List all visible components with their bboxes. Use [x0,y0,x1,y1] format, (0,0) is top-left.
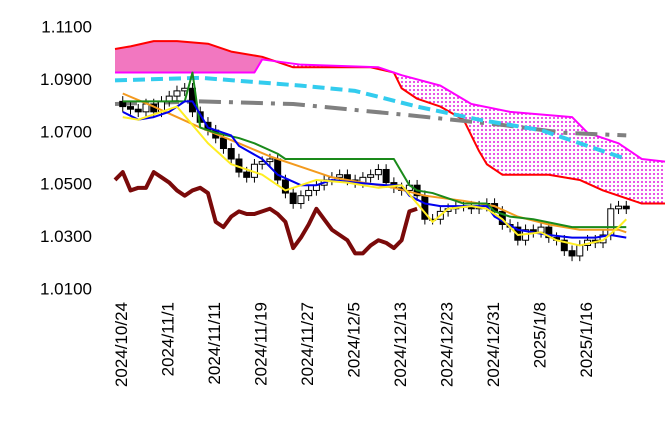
x-tick-label: 2024/11/27 [298,302,317,386]
candle-body [281,179,289,194]
y-tick-label: 1.0300 [40,227,92,246]
candle-body [374,168,382,176]
y-tick-label: 1.0500 [40,175,92,194]
x-tick-label: 2024/11/19 [252,302,271,386]
line-series [114,40,665,205]
candle-body [173,90,181,97]
candle-body [560,239,568,252]
candle-body [266,158,274,163]
cloud-lower [115,59,665,204]
candle-body [367,174,375,178]
candle-body [382,168,390,184]
x-tick-label: 2025/1/8 [531,302,550,368]
y-tick-label: 1.0900 [40,70,92,89]
x-tick-label: 2024/12/13 [391,302,410,387]
candle-body [568,250,576,257]
x-tick-label: 2024/11/11 [205,302,224,385]
candle-body [545,226,553,239]
line-series [115,58,666,163]
candle-body [615,205,623,210]
x-tick-label: 2024/10/24 [112,302,131,387]
x-tick-label: 2024/12/31 [484,302,503,387]
line-series [122,100,627,239]
line-series [114,75,627,161]
line-series [113,170,418,256]
line-series [114,99,627,138]
candle-body [336,174,344,178]
candle-body [622,205,630,210]
line-series [122,71,627,229]
line-series [122,105,627,247]
candle-body [243,171,251,178]
candle-body [219,137,227,150]
candle-body [227,148,235,160]
candle-body [297,195,305,205]
x-tick-label: 2025/1/16 [577,302,596,378]
x-tick-label: 2024/11/1 [159,302,178,376]
x-tick-label: 2024/12/5 [345,302,364,378]
candle-body [289,192,297,205]
y-tick-label: 1.1100 [41,17,92,36]
candle-body [305,189,313,197]
x-tick-label: 2024/12/23 [438,302,457,387]
candle-body [134,108,142,113]
candle-body [126,106,134,110]
candle-body [274,158,282,181]
y-tick-label: 1.0100 [40,279,92,298]
y-tick-label: 1.0700 [40,122,92,141]
candle-body [576,244,584,257]
